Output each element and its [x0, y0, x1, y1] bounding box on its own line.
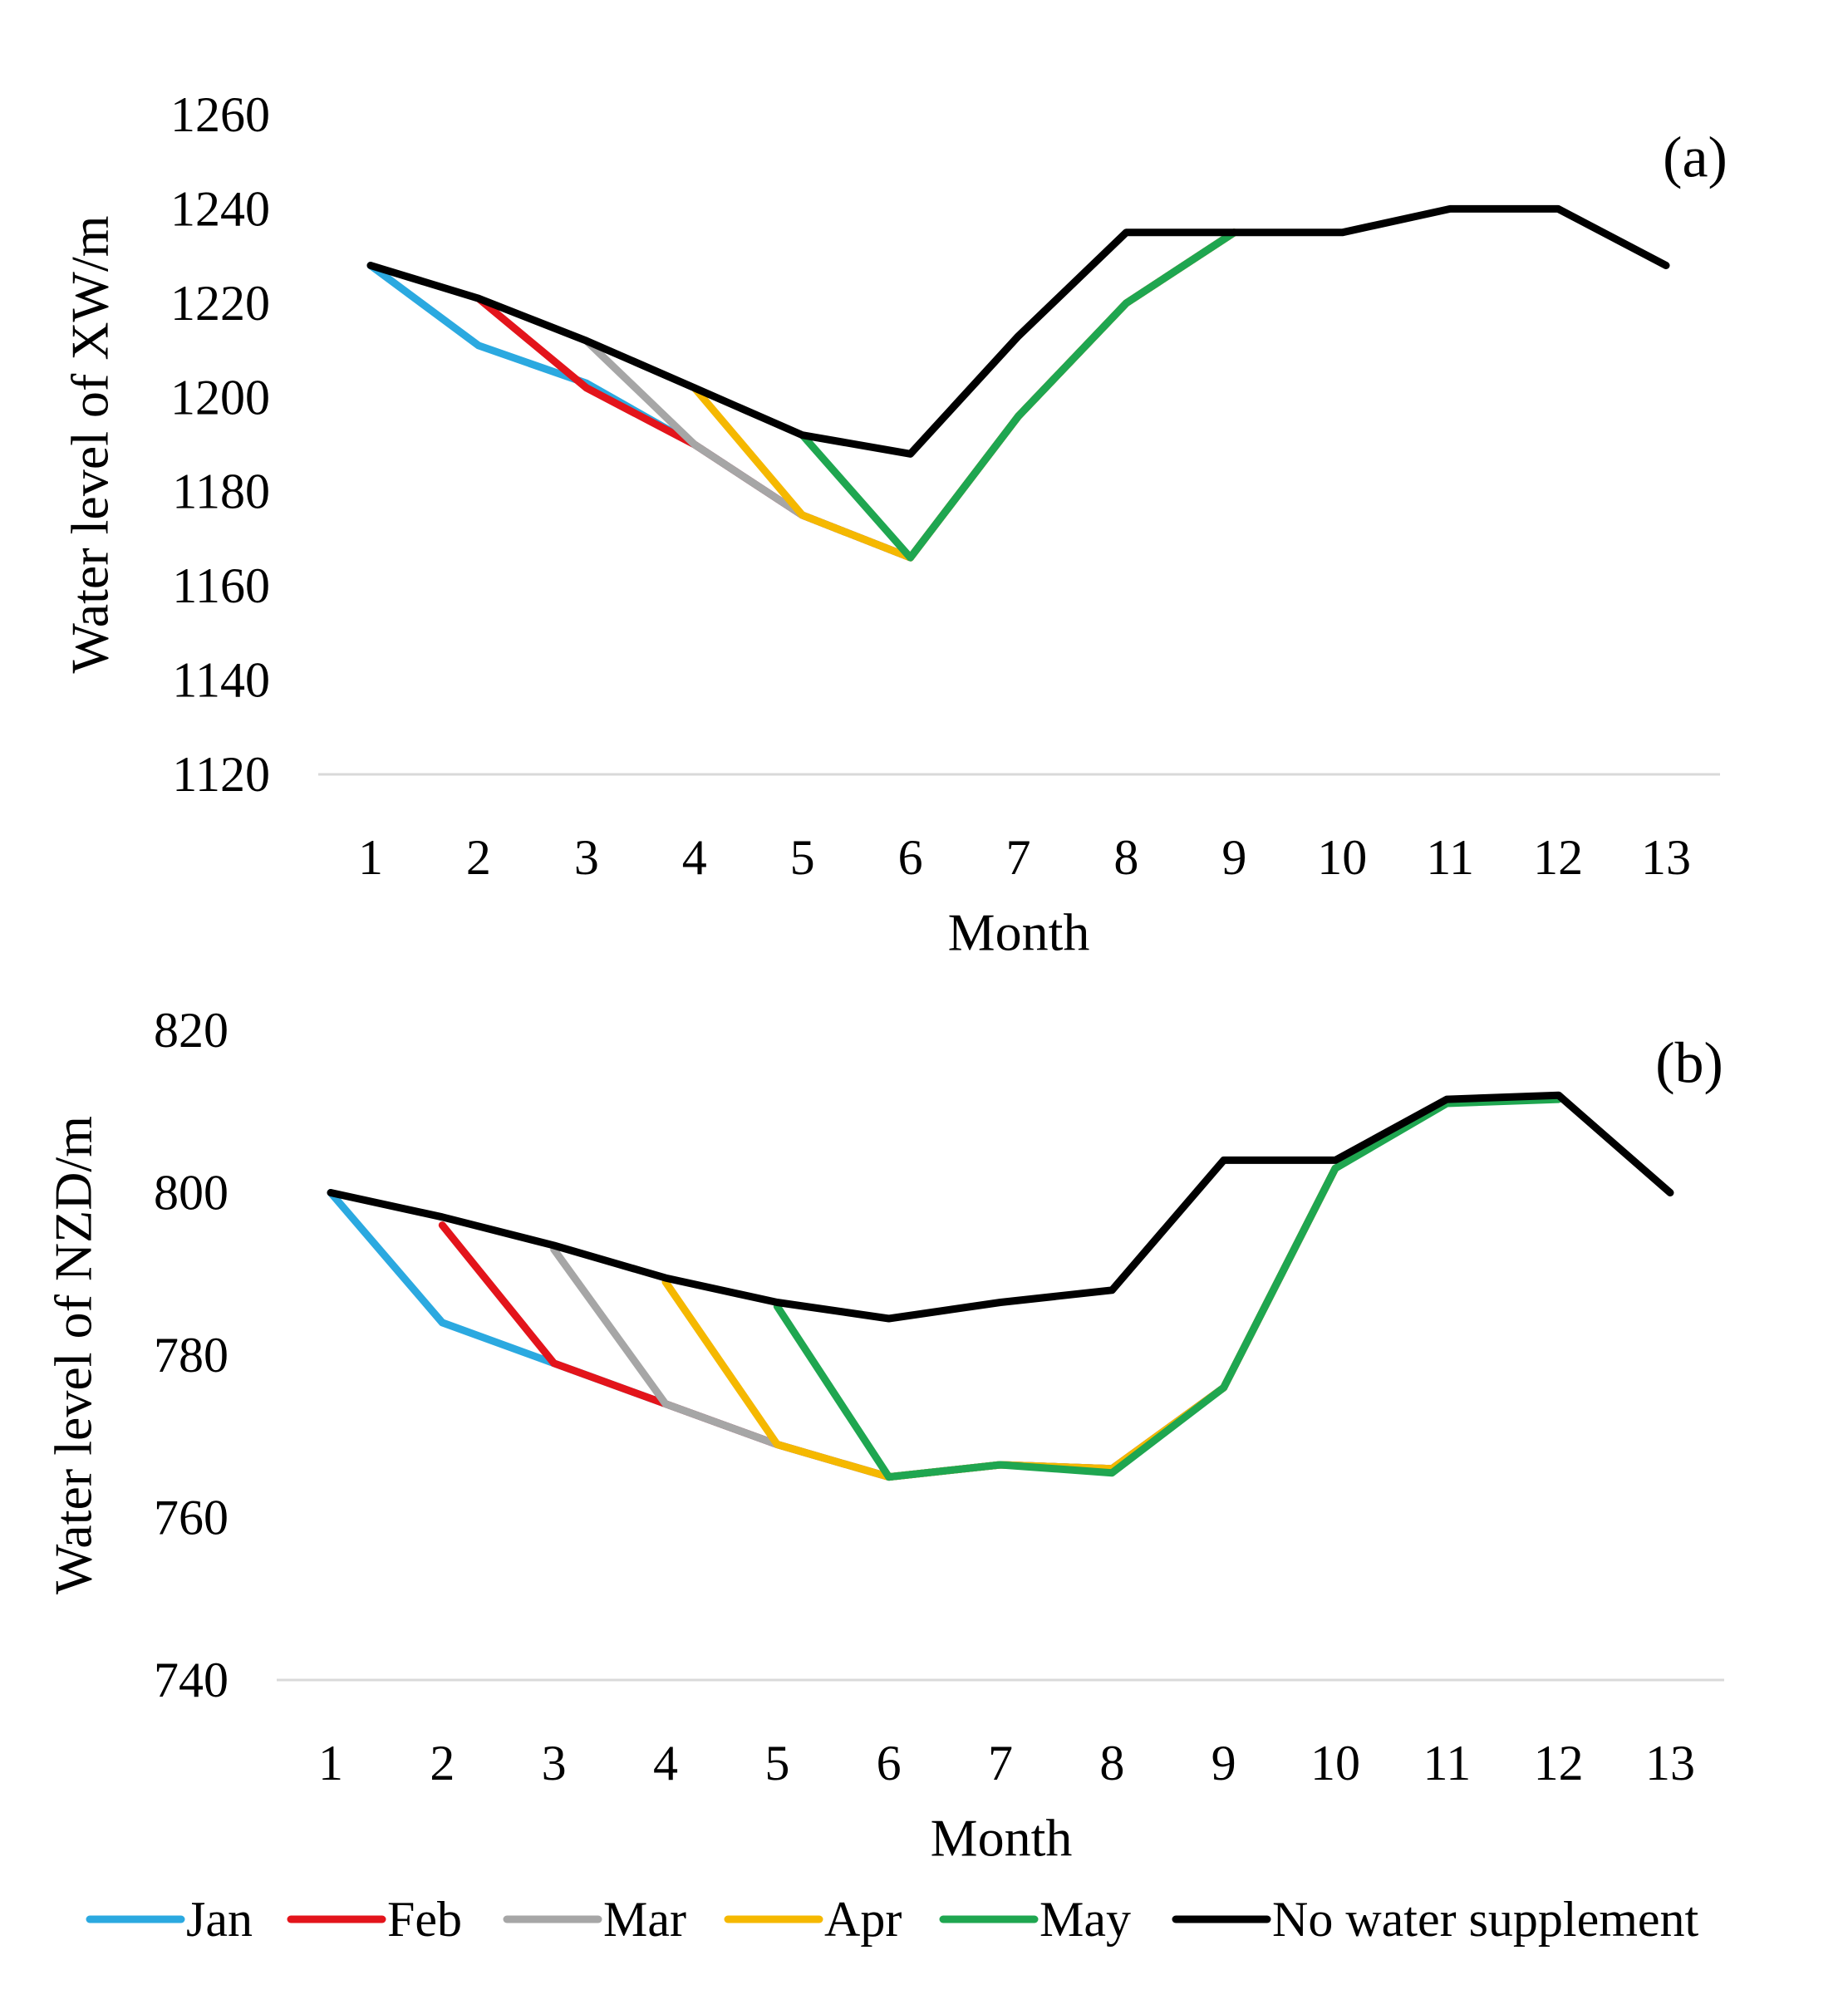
series-line-jan	[327, 1164, 1339, 1481]
y-axis-title: Water level of XW/m	[61, 215, 120, 673]
y-tick-label: 780	[154, 1328, 229, 1383]
legend-item-jan: Jan	[86, 1892, 253, 1947]
y-tick-label: 800	[154, 1166, 229, 1221]
x-tick-label: 8	[1099, 1736, 1124, 1790]
x-tick-label: 4	[682, 830, 707, 885]
series-line-mar	[550, 1164, 1339, 1481]
legend-label: Mar	[603, 1892, 686, 1947]
y-tick-label: 1180	[172, 464, 270, 519]
y-tick-label: 1200	[170, 370, 270, 425]
y-tick-label: 1120	[172, 747, 270, 802]
x-tick-label: 1	[318, 1736, 343, 1790]
series-line-mar	[582, 228, 1238, 562]
y-tick-label: 740	[154, 1653, 229, 1707]
series-line-no-water-supplement	[327, 1091, 1674, 1323]
x-tick-label: 13	[1641, 830, 1691, 885]
y-tick-label: 760	[154, 1491, 229, 1545]
x-tick-label: 10	[1310, 1736, 1360, 1790]
y-tick-label: 1140	[172, 653, 270, 708]
x-tick-label: 1	[358, 830, 383, 885]
x-tick-label: 12	[1534, 1736, 1584, 1790]
legend: Jan Feb Mar Apr May No water supplement	[86, 1892, 1699, 1947]
legend-item-mar: Mar	[503, 1892, 686, 1947]
legend-item-feb: Feb	[287, 1892, 462, 1947]
x-tick-label: 7	[1006, 830, 1031, 885]
legend-label: May	[1040, 1892, 1131, 1947]
x-tick-label: 12	[1533, 830, 1583, 885]
x-tick-label: 5	[790, 830, 815, 885]
y-tick-label: 1240	[170, 181, 270, 236]
legend-item-may: May	[939, 1892, 1131, 1947]
x-tick-label: 8	[1113, 830, 1138, 885]
x-axis-title: Month	[948, 903, 1090, 962]
panel-label: (b)	[1655, 1032, 1723, 1096]
y-tick-label: 1160	[172, 558, 270, 613]
legend-item-apr: Apr	[724, 1892, 902, 1947]
x-tick-label: 5	[764, 1736, 789, 1790]
x-tick-label: 3	[574, 830, 599, 885]
y-axis-title: Water level of NZD/m	[44, 1116, 103, 1594]
y-tick-label: 1220	[170, 276, 270, 331]
x-axis-title: Month	[931, 1809, 1073, 1868]
legend-label: No water supplement	[1272, 1892, 1699, 1947]
x-tick-label: 9	[1212, 1736, 1236, 1790]
x-tick-label: 10	[1317, 830, 1367, 885]
panel-label: (a)	[1663, 126, 1728, 190]
y-tick-label: 1260	[170, 87, 270, 142]
x-tick-label: 2	[466, 830, 491, 885]
legend-label: Feb	[387, 1892, 462, 1947]
series-line-no-water-supplement	[366, 204, 1670, 458]
legend-label: Jan	[186, 1892, 253, 1947]
x-tick-label: 11	[1423, 1736, 1471, 1790]
series-line-feb	[474, 228, 1238, 562]
series-line-may	[799, 228, 1238, 562]
x-tick-label: 3	[542, 1736, 567, 1790]
x-tick-label: 11	[1426, 830, 1474, 885]
legend-label: Apr	[824, 1892, 902, 1947]
series-line-may	[773, 1095, 1563, 1481]
x-tick-label: 13	[1645, 1736, 1695, 1790]
x-tick-label: 2	[430, 1736, 455, 1790]
x-tick-label: 4	[653, 1736, 678, 1790]
x-tick-label: 6	[898, 830, 923, 885]
series-line-apr	[661, 1164, 1339, 1481]
series-line-jan	[366, 228, 1238, 562]
x-tick-label: 7	[988, 1736, 1013, 1790]
legend-item-no-water-supplement: No water supplement	[1172, 1892, 1699, 1947]
x-tick-label: 9	[1221, 830, 1246, 885]
y-tick-label: 820	[154, 1003, 229, 1058]
series-line-feb	[438, 1164, 1339, 1481]
x-tick-label: 6	[877, 1736, 902, 1790]
